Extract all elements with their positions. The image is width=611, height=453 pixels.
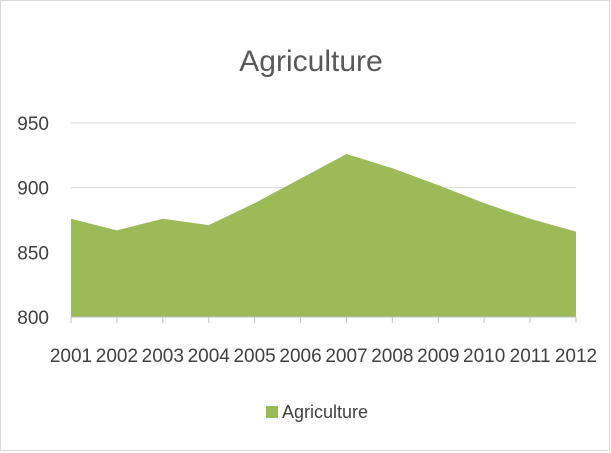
legend-swatch [266,406,278,418]
y-tick-label: 850 [17,243,49,264]
x-tick-label: 2010 [463,346,505,367]
x-tick-label: 2008 [371,346,413,367]
x-tick-label: 2007 [325,346,367,367]
legend-label: Agriculture [282,402,368,422]
x-axis: 2001 2002 2003 2004 2005 2006 2007 2008 2009 2010… [50,346,597,367]
x-tick-label: 2011 [510,346,551,367]
agriculture-area [71,154,576,317]
y-tick-label: 800 [17,308,49,329]
x-tick-label: 2001 [50,346,92,367]
y-axis: 800 850 900 950 [17,114,49,329]
x-tick-label: 2005 [233,346,275,367]
x-tick-label: 2009 [417,346,459,367]
x-tick-label: 2004 [188,346,231,367]
x-axis-ticks [70,317,577,323]
x-tick-label: 2012 [555,346,597,367]
chart-title: Agriculture [239,45,382,78]
x-tick-label: 2002 [96,346,138,367]
y-tick-label: 900 [17,179,49,200]
x-tick-label: 2006 [279,346,321,367]
plot-area [71,154,576,317]
x-tick-label: 2003 [142,346,184,367]
y-tick-label: 950 [17,114,49,135]
legend: Agriculture [266,402,368,422]
